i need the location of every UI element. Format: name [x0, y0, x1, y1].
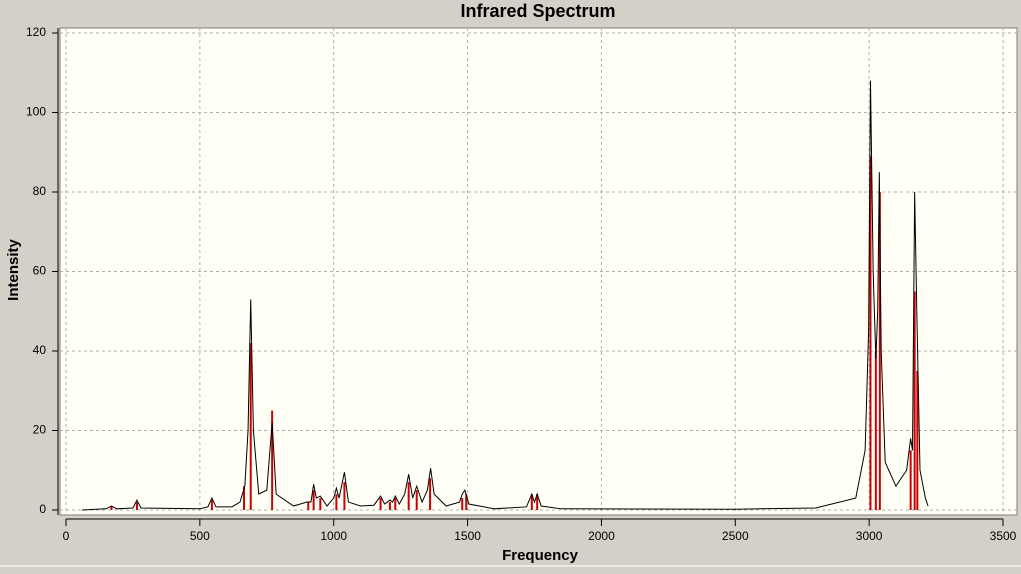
- y-axis-title: Intensity: [5, 239, 22, 301]
- x-tick-label: 3500: [990, 529, 1017, 543]
- plot-area: [59, 27, 1018, 516]
- spectrum-line: [82, 80, 929, 511]
- y-tick-label: 100: [26, 105, 46, 119]
- x-tick-label: 500: [190, 529, 210, 543]
- x-tick-label: 1000: [320, 529, 347, 543]
- x-tick-label: 1500: [454, 529, 481, 543]
- x-tick-label: 0: [63, 529, 70, 543]
- y-tick-label: 80: [33, 184, 47, 198]
- y-tick-label: 60: [33, 264, 47, 278]
- y-tick-label: 0: [39, 502, 46, 516]
- y-tick-label: 20: [33, 423, 47, 437]
- x-tick-label: 2500: [722, 529, 749, 543]
- y-tick-label: 40: [33, 343, 47, 357]
- x-tick-label: 2000: [588, 529, 615, 543]
- x-axis-title: Frequency: [502, 547, 579, 564]
- y-tick-label: 120: [26, 25, 46, 39]
- x-tick-label: 3000: [856, 529, 883, 543]
- chart-title: Infrared Spectrum: [460, 1, 615, 21]
